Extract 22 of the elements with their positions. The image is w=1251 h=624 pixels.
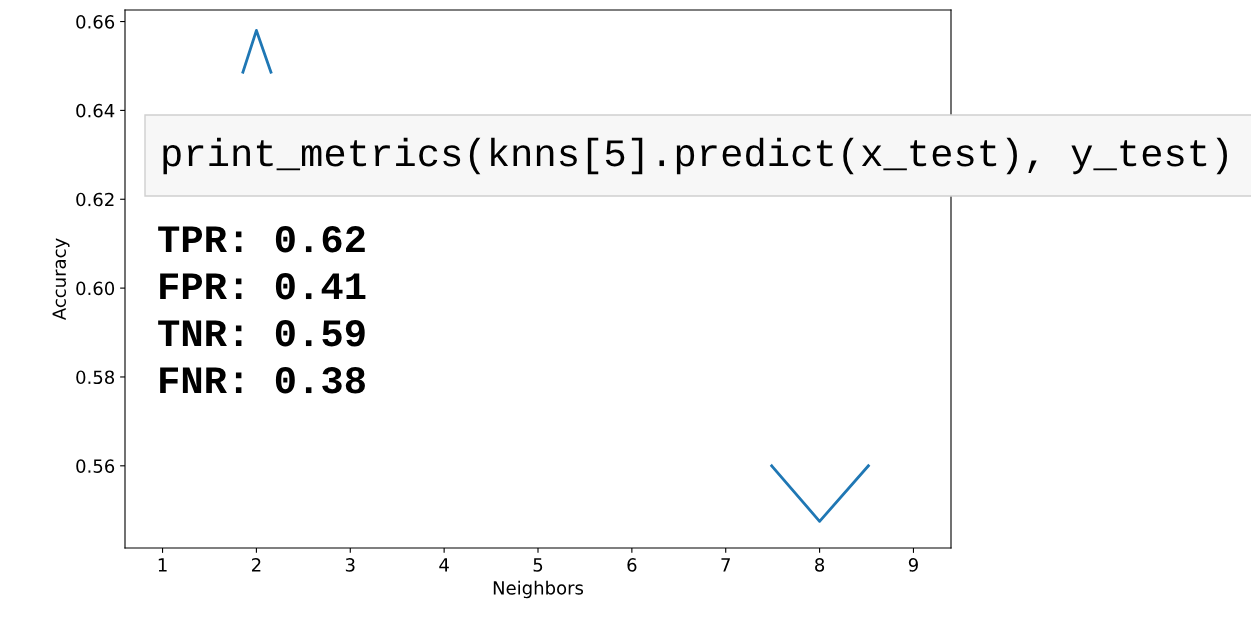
x-tick-label: 4 [439, 558, 449, 572]
y-axis-title: Accuracy [52, 238, 70, 321]
y-tick-label: 0.56 [76, 459, 115, 473]
x-axis-title: Neighbors [493, 580, 584, 599]
x-tick-label: 3 [345, 558, 355, 572]
x-tick-label: 6 [627, 558, 637, 572]
annotation: TNR: 0.59 [158, 320, 365, 347]
y-tick-label: 0.64 [76, 103, 115, 118]
x-tick-label: 7 [721, 558, 730, 572]
y-tick-label: 0.60 [76, 281, 115, 296]
x-tick-label: 9 [908, 558, 918, 572]
y-tick-label: 0.66 [76, 15, 115, 29]
x-tick-label: 5 [533, 558, 543, 572]
annotation: print_metrics(knns[5].predict(x_test), y_test) [163, 137, 1227, 175]
y-tick-label: 0.58 [76, 370, 115, 385]
annotation: FNR: 0.38 [160, 367, 365, 394]
y-tick-label: 0.62 [76, 192, 114, 207]
x-tick-label: 8 [815, 558, 825, 572]
annotation: TPR: 0.62 [158, 226, 365, 253]
x-tick-label: 2 [251, 558, 261, 572]
x-tick-label: 1 [158, 558, 167, 572]
annotation: FPR: 0.41 [160, 273, 366, 300]
